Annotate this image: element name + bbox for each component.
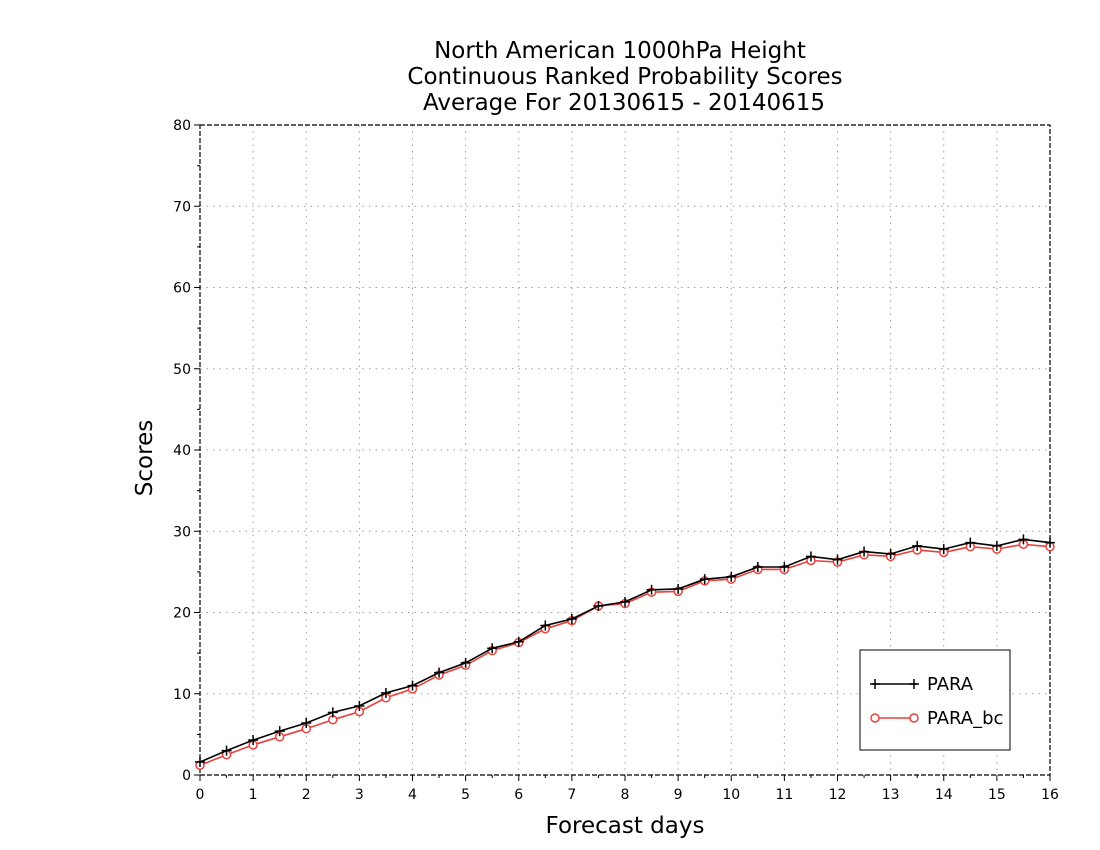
data-point-para: [380, 687, 391, 698]
data-point-para: [912, 540, 923, 551]
data-point-para: [354, 700, 365, 711]
data-point-para: [566, 614, 577, 624]
data-point-para: [620, 596, 630, 607]
legend-marker-right: [909, 713, 919, 723]
legend-marker-right: [909, 679, 919, 689]
data-point-para: [991, 540, 1002, 551]
data-point-para: [1018, 534, 1029, 545]
y-tick-label: 30: [173, 524, 191, 540]
data-point-para: [965, 537, 976, 548]
grid: [200, 125, 1050, 775]
legend-entry-para: PARA: [870, 674, 974, 695]
x-tick-label: 15: [988, 787, 1006, 803]
x-tick-label: 7: [567, 787, 576, 803]
y-tick-label: 0: [182, 768, 191, 784]
y-tick-label: 20: [173, 606, 191, 622]
data-point-para: [699, 574, 710, 585]
y-tick-label: 70: [173, 199, 191, 215]
data-point-para: [487, 643, 498, 654]
x-tick-label: 6: [514, 787, 523, 803]
data-point-para: [434, 667, 445, 678]
data-point-para: [885, 549, 896, 559]
data-point-para: [673, 583, 684, 594]
data-point-para: [938, 544, 949, 555]
x-tick-label: 1: [249, 787, 258, 803]
data-point-para: [460, 657, 471, 668]
x-tick-label: 16: [1041, 787, 1059, 803]
series-para: [195, 534, 1055, 767]
legend-entry-para-bc: PARA_bc: [870, 708, 1003, 729]
data-point-para: [779, 562, 790, 572]
data-point-para: [752, 562, 763, 572]
y-tick-label: 10: [173, 687, 191, 703]
y-tick-label: 40: [173, 443, 191, 459]
data-point-para: [859, 546, 870, 557]
legend-label: PARA_bc: [927, 708, 1003, 729]
legend-label: PARA: [927, 674, 974, 695]
x-tick-label: 10: [722, 787, 740, 803]
x-tick-label: 0: [196, 787, 205, 803]
data-point-para: [221, 745, 232, 756]
data-point-para: [805, 551, 816, 562]
x-tick-label: 9: [674, 787, 683, 803]
data-point-para: [195, 757, 205, 767]
data-point-para: [274, 726, 285, 737]
data-point-para: [327, 707, 338, 718]
chart-title: North American 1000hPa Height Continuous…: [407, 38, 842, 116]
title-line-2: Continuous Ranked Probability Scores: [407, 64, 842, 90]
data-point-para: [832, 554, 843, 565]
title-line-1: North American 1000hPa Height: [434, 38, 806, 64]
y-tick-label: 80: [173, 118, 191, 134]
y-tick-label: 50: [173, 362, 191, 378]
title-line-3: Average For 20130615 - 20140615: [423, 90, 825, 116]
legend: PARA PARA_bc: [859, 649, 1011, 751]
data-point-para: [1045, 537, 1055, 548]
data-point-para: [540, 620, 551, 631]
y-axis-ticks: 0 10 20 30 40 50 60 70 80: [173, 118, 200, 784]
x-tick-label: 8: [621, 787, 630, 803]
legend-marker-left: [870, 713, 880, 723]
data-point-para: [726, 571, 737, 582]
x-tick-label: 5: [461, 787, 470, 803]
data-point-para: [513, 636, 524, 647]
y-axis-label: Scores: [132, 420, 158, 496]
data-point-para: [407, 680, 418, 691]
x-tick-label: 11: [775, 787, 793, 803]
x-axis-ticks: 0 1 2 3 4 5 6 7 8 9 10 11 12 13 14 15 16: [196, 775, 1059, 803]
legend-entries: PARA PARA_bc: [870, 674, 1003, 729]
data-series: [195, 534, 1055, 770]
y-tick-label: 60: [173, 281, 191, 297]
x-tick-label: 2: [302, 787, 311, 803]
data-point-para: [301, 718, 312, 728]
x-axis-label: Forecast days: [546, 813, 705, 839]
x-tick-label: 14: [935, 787, 953, 803]
data-point-para: [248, 735, 259, 746]
x-tick-label: 13: [882, 787, 900, 803]
legend-box: [859, 649, 1011, 751]
x-tick-label: 3: [355, 787, 364, 803]
x-tick-label: 12: [829, 787, 847, 803]
x-tick-label: 4: [408, 787, 417, 803]
data-point-para: [593, 601, 604, 611]
data-point-para: [646, 584, 657, 595]
legend-marker-left: [870, 679, 880, 689]
